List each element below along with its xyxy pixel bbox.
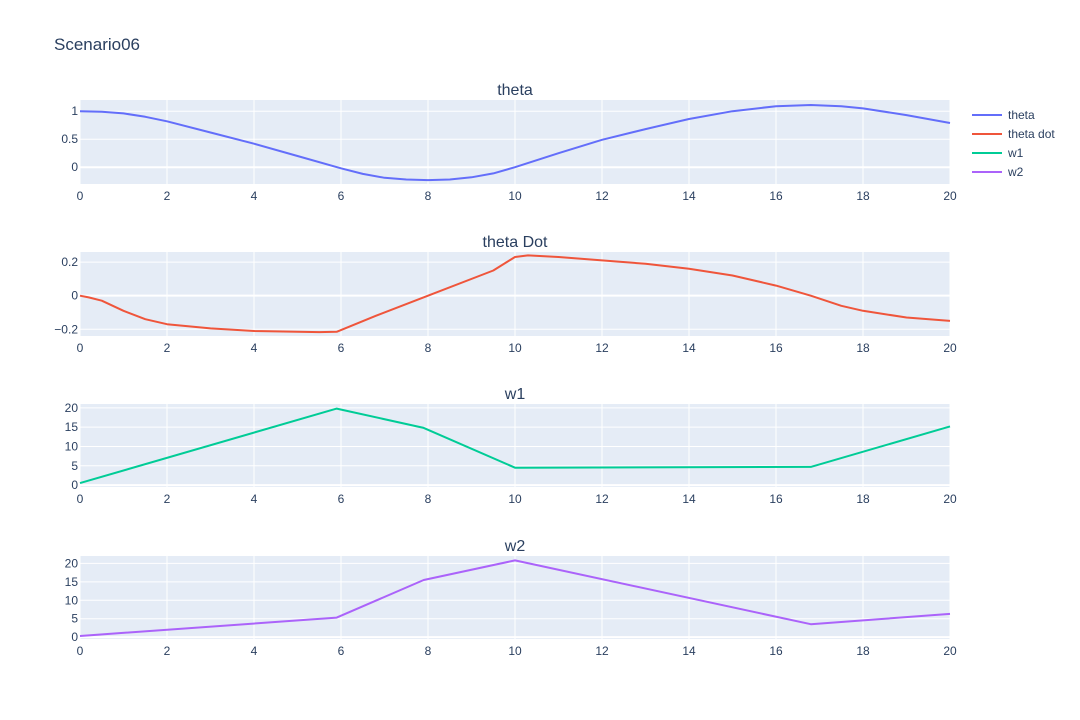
x-tick-label: 18: [856, 644, 870, 658]
x-tick-label: 18: [856, 341, 870, 355]
subplot-title: theta: [497, 82, 533, 99]
x-tick-label: 2: [164, 492, 171, 506]
x-tick-label: 2: [164, 644, 171, 658]
x-tick-label: 0: [77, 189, 84, 203]
subplot-3: 0 2 4 6 8 10 12 14 16 18 20 0 5 10 15 20 w1: [65, 386, 957, 506]
x-tick-label: 6: [338, 492, 345, 506]
y-tick-label: 0: [71, 160, 78, 174]
y-tick-label: 0: [71, 478, 78, 492]
x-tick-label: 10: [508, 189, 522, 203]
series-line-w1[interactable]: [79, 407, 951, 485]
x-tick-label: 12: [595, 644, 609, 658]
subplot-title: w1: [504, 386, 526, 403]
x-tick-label: 8: [425, 644, 432, 658]
x-tick-label: 0: [77, 492, 84, 506]
x-tick-label: 18: [856, 492, 870, 506]
x-tick-label: 4: [251, 189, 258, 203]
y-tick-label: 15: [65, 420, 79, 434]
x-tick-label: 10: [508, 644, 522, 658]
x-tick-label: 16: [769, 492, 783, 506]
y-tick-label: 0: [71, 630, 78, 644]
x-tick-label: 16: [769, 189, 783, 203]
x-tick-label: 2: [164, 189, 171, 203]
x-tick-label: 6: [338, 341, 345, 355]
y-tick-label: 5: [71, 459, 78, 473]
x-tick-label: 12: [595, 341, 609, 355]
y-tick-label: 1: [71, 104, 78, 118]
legend-label: w1: [1007, 146, 1024, 160]
x-tick-label: 20: [943, 492, 957, 506]
legend[interactable]: theta theta dot w1 w2: [972, 108, 1055, 179]
series-line-theta[interactable]: [79, 104, 951, 182]
x-tick-label: 20: [943, 644, 957, 658]
x-tick-label: 12: [595, 492, 609, 506]
y-tick-label: −0.2: [54, 322, 78, 336]
x-tick-label: 8: [425, 189, 432, 203]
subplot-title: theta Dot: [483, 234, 548, 251]
y-tick-label: 0.2: [61, 255, 78, 269]
legend-item[interactable]: theta: [972, 108, 1035, 122]
series-line-w2[interactable]: [79, 559, 951, 637]
subplot-1: 0 2 4 6 8 10 12 14 16 18 20 0 0.5 1 theta: [61, 82, 957, 203]
x-tick-label: 16: [769, 341, 783, 355]
figure-title: Scenario06: [54, 35, 140, 54]
x-tick-label: 20: [943, 189, 957, 203]
series-line-theta-dot[interactable]: [79, 254, 951, 334]
x-tick-label: 14: [682, 341, 696, 355]
y-tick-label: 10: [65, 593, 79, 607]
x-tick-label: 10: [508, 341, 522, 355]
x-tick-label: 6: [338, 189, 345, 203]
x-tick-label: 4: [251, 341, 258, 355]
legend-item[interactable]: w1: [972, 146, 1024, 160]
subplot-2: 0 2 4 6 8 10 12 14 16 18 20 −0.2 0 0.2 theta Dot: [54, 234, 957, 355]
legend-label: theta dot: [1008, 127, 1055, 141]
x-tick-label: 8: [425, 341, 432, 355]
y-tick-label: 0: [71, 289, 78, 303]
x-tick-label: 10: [508, 492, 522, 506]
x-tick-label: 16: [769, 644, 783, 658]
x-tick-label: 20: [943, 341, 957, 355]
subplot-4: 0 2 4 6 8 10 12 14 16 18 20 0 5 10 15 20 w2: [65, 538, 957, 658]
x-tick-label: 2: [164, 341, 171, 355]
legend-label: w2: [1007, 165, 1024, 179]
x-tick-label: 14: [682, 644, 696, 658]
y-tick-label: 20: [65, 556, 79, 570]
x-tick-label: 4: [251, 492, 258, 506]
x-tick-label: 14: [682, 492, 696, 506]
y-tick-label: 20: [65, 401, 79, 415]
y-tick-label: 10: [65, 439, 79, 453]
y-tick-label: 0.5: [61, 132, 78, 146]
x-tick-label: 14: [682, 189, 696, 203]
legend-item[interactable]: w2: [972, 165, 1024, 179]
x-tick-label: 12: [595, 189, 609, 203]
x-tick-label: 0: [77, 644, 84, 658]
y-tick-label: 5: [71, 612, 78, 626]
x-tick-label: 0: [77, 341, 84, 355]
x-tick-label: 8: [425, 492, 432, 506]
legend-label: theta: [1008, 108, 1035, 122]
x-tick-label: 6: [338, 644, 345, 658]
x-tick-label: 18: [856, 189, 870, 203]
subplot-title: w2: [504, 538, 526, 555]
y-tick-label: 15: [65, 575, 79, 589]
x-tick-label: 4: [251, 644, 258, 658]
legend-item[interactable]: theta dot: [972, 127, 1055, 141]
